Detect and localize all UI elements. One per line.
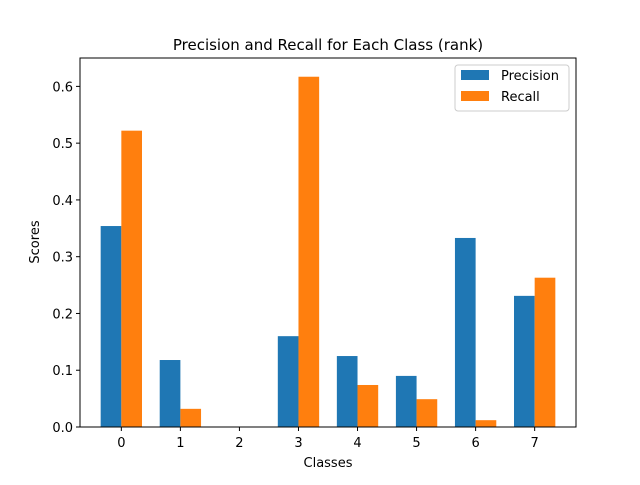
y-tick-label: 0.4 (52, 194, 73, 209)
y-tick-label: 0.0 (52, 421, 73, 436)
x-tick-label: 6 (471, 436, 479, 451)
y-axis-ticks: 0.0 0.1 0.2 0.3 0.4 0.5 0.6 (52, 80, 80, 436)
chart-title: Precision and Recall for Each Class (ran… (173, 36, 483, 54)
bar-recall-class-3 (298, 76, 320, 427)
bar-precision-class-7 (514, 295, 535, 427)
bar-recall-class-1 (180, 408, 202, 427)
bar-precision-class-4 (336, 356, 358, 427)
x-tick-label: 7 (531, 436, 539, 451)
bars-group (100, 76, 556, 427)
x-tick-label: 1 (176, 436, 184, 451)
bar-precision-class-0 (100, 226, 122, 427)
x-axis-ticks: 0 1 2 3 4 5 6 7 (117, 427, 539, 451)
bar-recall-class-4 (357, 384, 379, 427)
legend-swatch-precision (461, 70, 489, 80)
x-tick-label: 4 (353, 436, 361, 451)
bar-precision-class-3 (277, 336, 299, 427)
x-tick-label: 5 (412, 436, 420, 451)
x-tick-label: 2 (235, 436, 243, 451)
y-tick-label: 0.3 (52, 251, 73, 266)
bar-recall-class-7 (534, 277, 556, 427)
bar-precision-class-1 (159, 360, 181, 427)
bar-precision-class-5 (395, 375, 417, 427)
y-axis-label: Scores (28, 220, 43, 263)
y-tick-label: 0.1 (52, 364, 73, 379)
bar-recall-class-0 (121, 130, 142, 427)
legend: Precision Recall (454, 64, 570, 112)
x-tick-label: 0 (117, 436, 125, 451)
legend-swatch-recall (461, 91, 489, 101)
x-tick-label: 3 (294, 436, 302, 451)
bar-recall-class-5 (416, 399, 438, 427)
bar-precision-class-6 (454, 237, 476, 427)
bar-recall-class-6 (475, 420, 497, 427)
legend-label-recall: Recall (501, 90, 540, 105)
y-tick-label: 0.2 (52, 307, 73, 322)
y-tick-label: 0.5 (52, 137, 73, 152)
x-axis-label: Classes (304, 456, 353, 471)
y-tick-label: 0.6 (52, 80, 73, 95)
legend-label-precision: Precision (501, 69, 559, 84)
plot-frame (79, 57, 577, 428)
